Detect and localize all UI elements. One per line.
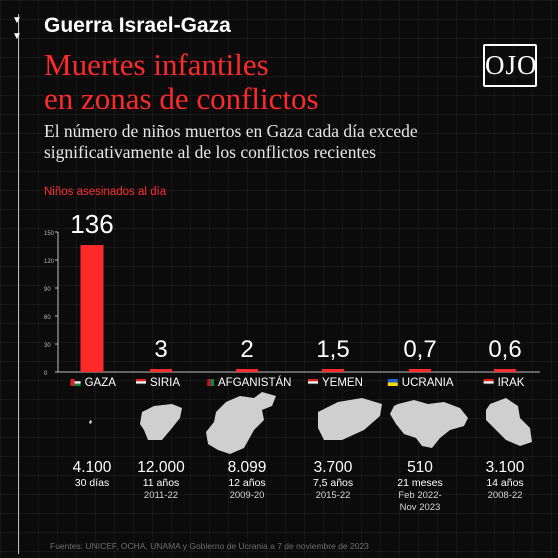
bar-chart: 0 30 60 90 120 150 136 3 2 1,5 0,7 0,6 GAZA SIRIA AFGA…: [44, 209, 540, 389]
category-label: AFGANISTÁN: [218, 376, 291, 389]
conflict-years: Feb 2022-: [398, 490, 442, 501]
total-deaths: 510: [407, 459, 433, 476]
category-label: UCRANIA: [402, 377, 454, 389]
total-deaths: 3.700: [313, 459, 353, 476]
syria-flag-icon: [136, 379, 146, 386]
afghanistan-flag-icon: [204, 379, 214, 386]
title-line-2: en zonas de conflictos: [44, 81, 319, 116]
bar-value-label: 1,5: [316, 336, 349, 363]
conflict-duration: 7,5 años: [312, 477, 354, 489]
conflict-duration: 14 años: [486, 477, 524, 489]
y-tick-label: 30: [44, 343, 51, 349]
conflict-years: 2015-22: [315, 490, 351, 501]
country-stat: 3.100 14 años 2008-22: [460, 459, 550, 502]
y-tick-label: 60: [44, 315, 51, 321]
y-axis-label: Niños asesinados al día: [44, 186, 167, 198]
subtitle-line-1: El número de niños muertos en Gaza cada …: [44, 121, 418, 141]
total-deaths: 8.099: [227, 459, 267, 476]
footer-sources: Fuentes: UNICEF, OCHA, UNAMA y Gobierno …: [50, 541, 369, 551]
logo-text: OJO: [485, 50, 538, 80]
bar-value-label: 3: [154, 336, 167, 363]
bar: [322, 369, 344, 372]
iraq-flag-icon: [483, 379, 494, 386]
country-stat: 12.000 11 años 2011-22: [116, 459, 206, 502]
bar-value-label: 136: [70, 209, 113, 239]
bar-value-label: 0,7: [403, 336, 436, 363]
y-tick-label: 0: [44, 371, 48, 377]
ukraine-flag-icon: [387, 379, 398, 386]
iraq-map-icon: [486, 398, 532, 446]
subtitle: El número de niños muertos en Gaza cada …: [44, 121, 418, 163]
conflict-years: 2009-20: [229, 490, 265, 501]
y-tick-label: 150: [44, 231, 55, 237]
page-title: Muertes infantiles en zonas de conflicto…: [44, 48, 319, 116]
syria-map-icon: [140, 404, 182, 440]
conflict-duration: 21 meses: [397, 477, 443, 489]
conflict-years: 2011-22: [143, 490, 179, 501]
kicker: Guerra Israel-Gaza: [44, 14, 231, 37]
palestine-flag-icon: [70, 379, 81, 386]
ukraine-map-icon: [390, 400, 468, 448]
conflict-years: Nov 2023: [399, 502, 441, 513]
conflict-duration: 12 años: [228, 477, 266, 489]
category-label: IRAK: [498, 377, 525, 389]
country-stat: 8.099 12 años 2009-20: [202, 459, 292, 502]
chevron-down-icon: ▼: [12, 15, 22, 26]
category-label: SIRIA: [150, 377, 180, 389]
category-label: GAZA: [85, 377, 117, 389]
total-deaths: 12.000: [137, 459, 185, 476]
subtitle-line-2: significativamente al de los conflictos …: [44, 142, 376, 162]
country-stat: 510 21 meses Feb 2022- Nov 2023: [375, 459, 465, 514]
logo: OJO: [483, 44, 537, 87]
side-rule: [18, 14, 19, 554]
y-tick-label: 120: [44, 259, 55, 265]
yemen-flag-icon: [308, 379, 318, 386]
country-stat: 3.700 7,5 años 2015-22: [288, 459, 378, 502]
total-deaths: 3.100: [485, 459, 525, 476]
gaza-map-icon: [89, 420, 92, 424]
yemen-map-icon: [318, 398, 382, 440]
total-deaths: 4.100: [72, 459, 112, 476]
category-label: YEMEN: [322, 377, 363, 389]
afghanistan-map-icon: [206, 392, 276, 454]
y-tick-label: 90: [44, 287, 51, 293]
chevron-down-icon: ▼: [12, 31, 22, 42]
bar: [494, 369, 516, 372]
bar: [150, 369, 172, 372]
conflict-duration: 11 años: [142, 477, 180, 489]
bar-value-label: 2: [240, 336, 253, 363]
bar: [236, 369, 258, 372]
conflict-duration: 30 días: [74, 477, 110, 489]
title-line-1: Muertes infantiles: [44, 47, 269, 82]
bar: [80, 245, 104, 372]
bar: [409, 369, 431, 372]
conflict-years: 2008-22: [487, 490, 523, 501]
bar-value-label: 0,6: [488, 336, 521, 363]
country-stat: 4.100 30 días: [47, 459, 137, 490]
